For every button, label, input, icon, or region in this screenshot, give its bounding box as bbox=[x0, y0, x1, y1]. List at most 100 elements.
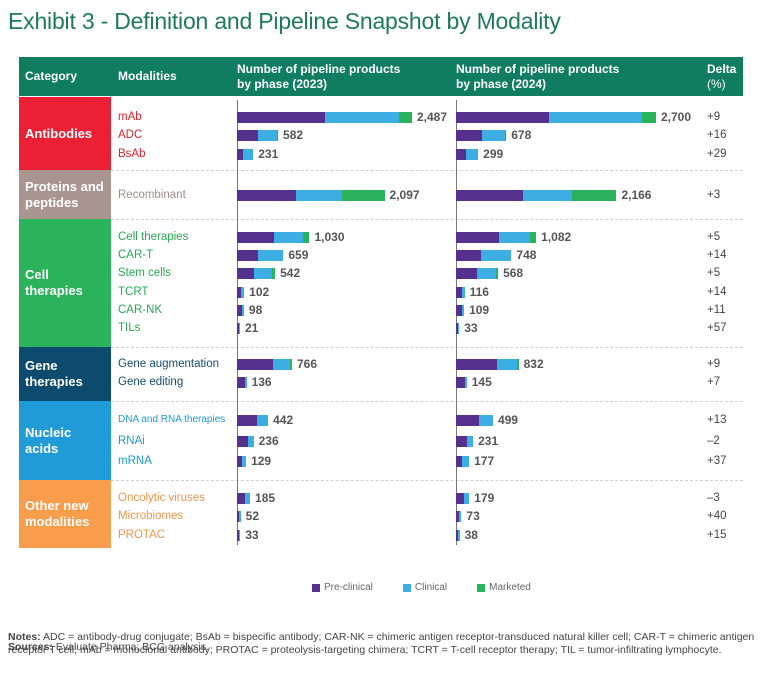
bar-2024 bbox=[456, 376, 467, 388]
category-label: Other new modalities bbox=[25, 498, 89, 530]
category-label: Gene therapies bbox=[25, 358, 83, 390]
bar-2024-preclinical bbox=[456, 129, 483, 141]
bar-2023 bbox=[237, 322, 240, 334]
bar-2024-marketed bbox=[529, 231, 537, 243]
bar-2024-total-label: 177 bbox=[474, 454, 495, 468]
bar-2024 bbox=[456, 129, 507, 141]
bar-2023-total-label: 21 bbox=[245, 321, 259, 335]
bar-2023-marketed bbox=[398, 111, 412, 123]
row-separator bbox=[111, 401, 743, 402]
category-label-line1: Antibodies bbox=[25, 125, 93, 141]
modality-label: RNAi bbox=[118, 435, 145, 447]
bar-2023 bbox=[237, 414, 269, 426]
bar-2024-total-label: 299 bbox=[483, 147, 504, 161]
bar-2024-total-label: 2,700 bbox=[661, 110, 692, 124]
bar-2024-total-label: 568 bbox=[503, 266, 524, 280]
delta-value: +7 bbox=[707, 376, 721, 388]
bar-2024 bbox=[456, 111, 656, 123]
delta-value: +14 bbox=[707, 249, 727, 261]
bar-2024 bbox=[456, 249, 512, 261]
sources: Sources: Evaluate Pharma; BCG analysis. bbox=[8, 641, 209, 653]
modality-label: Gene editing bbox=[118, 376, 184, 388]
delta-value: +37 bbox=[707, 455, 727, 467]
bar-2023-clinical bbox=[296, 189, 343, 201]
bar-2024-clinical bbox=[465, 376, 467, 388]
bar-2024-preclinical bbox=[456, 249, 482, 261]
bar-2023 bbox=[237, 267, 276, 279]
modality-label: ADC bbox=[118, 129, 143, 141]
bar-2024-preclinical bbox=[456, 435, 467, 447]
bar-2024-marketed bbox=[504, 129, 507, 141]
bar-2023-clinical bbox=[324, 111, 399, 123]
bar-2024 bbox=[456, 148, 479, 160]
delta-value: +5 bbox=[707, 231, 721, 243]
legend: Pre-clinical Clinical Marketed bbox=[312, 582, 561, 593]
bar-2023 bbox=[237, 286, 245, 298]
delta-value: +40 bbox=[707, 510, 727, 522]
exhibit-title: Exhibit 3 - Definition and Pipeline Snap… bbox=[8, 8, 561, 34]
bar-2024-clinical bbox=[461, 286, 465, 298]
legend-swatch-preclinical bbox=[312, 583, 320, 592]
bar-2024-total-label: 231 bbox=[478, 434, 499, 448]
bar-2023-clinical bbox=[243, 148, 254, 160]
bar-2023-total-label: 582 bbox=[283, 128, 304, 142]
delta-value: +13 bbox=[707, 414, 727, 426]
header-modalities: Modalities bbox=[118, 69, 177, 83]
bar-2023-clinical bbox=[242, 304, 244, 316]
category-label-line1: Nucleic bbox=[25, 424, 72, 440]
bar-2023 bbox=[237, 376, 247, 388]
category-label-line1: Other new bbox=[25, 498, 89, 513]
bar-2024-total-label: 678 bbox=[511, 128, 532, 142]
legend-swatch-marketed bbox=[477, 583, 486, 592]
bar-2024-total-label: 38 bbox=[464, 528, 478, 542]
modality-label: CAR-T bbox=[118, 249, 154, 261]
bar-2024 bbox=[456, 414, 493, 426]
bar-2024-total-label: 832 bbox=[523, 357, 544, 371]
header-2023: Number of pipeline products by phase (20… bbox=[237, 57, 400, 96]
bar-2024-total-label: 145 bbox=[471, 375, 492, 389]
bar-2023-total-label: 231 bbox=[258, 147, 279, 161]
delta-value: +16 bbox=[707, 129, 727, 141]
notes: Notes: ADC = antibody-drug conjugate; Bs… bbox=[8, 631, 760, 657]
bar-2024 bbox=[456, 286, 465, 298]
bar-2024-clinical bbox=[482, 129, 505, 141]
modality-label: DNA and RNA therapies bbox=[118, 414, 226, 425]
bar-2023-preclinical bbox=[237, 435, 249, 447]
bar-2023-clinical bbox=[241, 455, 247, 467]
bar-2023 bbox=[237, 249, 284, 261]
bar-2023-preclinical bbox=[237, 148, 244, 160]
bar-2023-clinical bbox=[245, 492, 250, 504]
bar-2024 bbox=[456, 267, 499, 279]
bar-2023-clinical bbox=[272, 358, 291, 370]
category-label-line1: Gene bbox=[25, 358, 58, 373]
modality-label: Gene augmentation bbox=[118, 358, 220, 370]
bar-2024-total-label: 33 bbox=[464, 321, 478, 335]
modality-label: mAb bbox=[118, 111, 142, 123]
bar-2023-clinical bbox=[248, 435, 254, 447]
row-separator bbox=[111, 170, 743, 171]
bar-2024-preclinical bbox=[456, 414, 479, 426]
delta-value: +11 bbox=[707, 304, 726, 316]
delta-value: +29 bbox=[707, 148, 727, 160]
bar-2024-total-label: 73 bbox=[466, 509, 480, 523]
modality-label: CAR-NK bbox=[118, 304, 163, 316]
bar-2024-preclinical bbox=[456, 322, 458, 334]
bar-2023 bbox=[237, 358, 292, 370]
bar-2023 bbox=[237, 111, 412, 123]
bar-2023-total-label: 766 bbox=[296, 357, 317, 371]
category-label-line1: Cell bbox=[25, 267, 49, 282]
modality-label: Stem cells bbox=[118, 267, 172, 279]
bar-2023-marketed bbox=[290, 358, 292, 370]
bar-2023-preclinical bbox=[237, 189, 297, 201]
bar-2023-preclinical bbox=[237, 267, 255, 279]
bar-2024-marketed bbox=[495, 267, 499, 279]
header-delta-line1: Delta bbox=[707, 61, 737, 76]
bar-2024-total-label: 179 bbox=[474, 491, 495, 505]
bar-2024-clinical bbox=[481, 249, 512, 261]
bar-2023-total-label: 236 bbox=[258, 434, 279, 448]
bar-2023 bbox=[237, 231, 310, 243]
category-label-line2: acids bbox=[25, 440, 59, 456]
category-label-line2: therapies bbox=[25, 283, 83, 298]
modality-label: Oncolytic viruses bbox=[118, 492, 205, 504]
bar-2023-total-label: 102 bbox=[249, 285, 270, 299]
